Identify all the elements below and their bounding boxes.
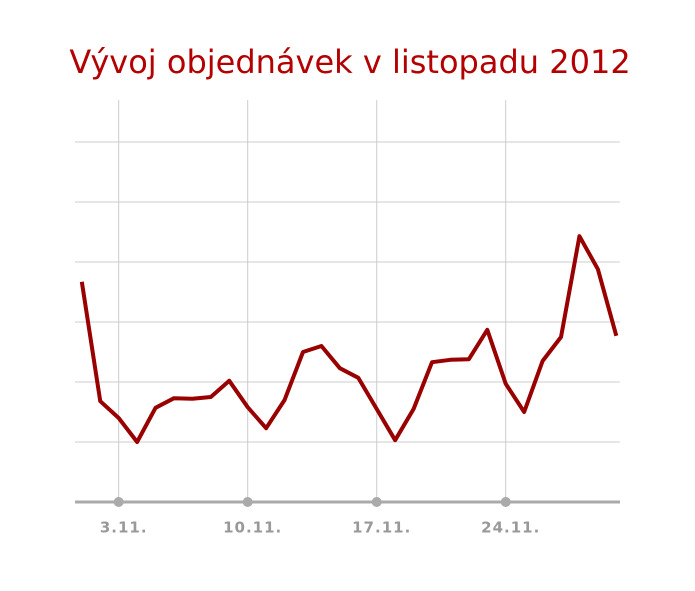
x-tick-label: 3.11.	[100, 519, 148, 537]
x-tick-label: 17.11.	[352, 519, 411, 537]
x-tick-label: 10.11.	[223, 519, 282, 537]
tick-mark	[371, 497, 382, 507]
x-tick-label: 24.11.	[481, 519, 540, 537]
chart-title: Vývoj objednávek v listopadu 2012	[69, 43, 630, 81]
tick-mark	[113, 497, 124, 507]
tick-mark	[500, 497, 511, 507]
tick-mark	[242, 497, 253, 507]
data-line	[79, 234, 619, 444]
